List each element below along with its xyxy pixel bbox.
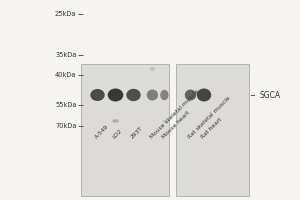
Text: Rat heart: Rat heart: [200, 117, 224, 140]
Text: 70kDa: 70kDa: [55, 123, 76, 129]
Bar: [81, 64, 169, 196]
Text: Rat skeletal muscle: Rat skeletal muscle: [187, 96, 231, 140]
Ellipse shape: [90, 89, 105, 101]
Ellipse shape: [197, 88, 211, 102]
Ellipse shape: [160, 90, 169, 100]
Ellipse shape: [126, 89, 141, 101]
Ellipse shape: [108, 88, 123, 102]
Ellipse shape: [112, 119, 119, 123]
Text: SGCA: SGCA: [260, 90, 280, 99]
Text: 293T: 293T: [130, 126, 144, 140]
Text: Mouse heart: Mouse heart: [161, 110, 190, 140]
Text: 55kDa: 55kDa: [55, 102, 76, 108]
Text: A-549: A-549: [94, 124, 110, 140]
Text: 35kDa: 35kDa: [55, 52, 76, 58]
Text: Mouse skeletal muscle: Mouse skeletal muscle: [149, 89, 200, 140]
Ellipse shape: [147, 90, 158, 100]
Ellipse shape: [162, 120, 167, 122]
Bar: [176, 64, 249, 196]
Text: 25kDa: 25kDa: [55, 11, 76, 17]
Text: 40kDa: 40kDa: [55, 72, 76, 78]
Text: LO2: LO2: [112, 128, 124, 140]
Ellipse shape: [185, 90, 196, 100]
Ellipse shape: [149, 67, 155, 71]
